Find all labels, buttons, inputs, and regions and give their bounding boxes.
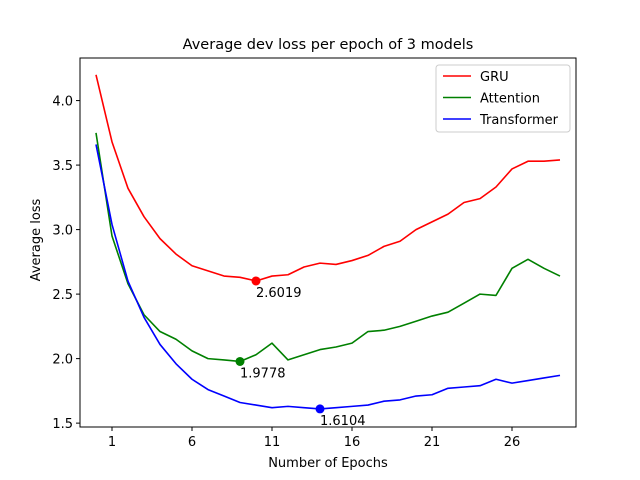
min-point-label: 2.6019 [256,286,302,301]
y-tick-label: 3.0 [52,224,73,239]
x-tick-label: 6 [188,435,196,450]
series-line-gru [95,74,561,282]
min-point-marker [315,404,325,414]
min-point-label: 1.9778 [240,366,286,381]
x-tick-label: 26 [504,435,521,450]
axes-frame [79,57,577,428]
min-point-marker [251,276,261,286]
x-tick-label: 1 [108,435,116,450]
series-line-transformer [95,144,561,410]
legend-box [435,64,571,133]
y-tick-label: 1.5 [52,417,73,432]
min-point-marker [235,356,245,366]
y-axis-label: Average loss [29,198,44,281]
x-tick-label: 16 [344,435,361,450]
y-tick-label: 4.0 [52,95,73,110]
min-point-label: 1.6104 [320,414,366,429]
series-line-attention [95,132,561,363]
legend: GRU Attention Transformer [435,64,571,133]
legend-label: GRU [480,70,509,85]
legend-label: Attention [480,92,540,107]
y-tick-label: 3.5 [52,159,73,174]
x-axis: 1 6 11 16 21 26 [108,427,520,450]
chart-title: Average dev loss per epoch of 3 models [183,37,474,53]
x-axis-label: Number of Epochs [268,456,388,471]
plot-area: 2.6019 1.9778 1.6104 [79,57,577,429]
y-axis: 1.5 2.0 2.5 3.0 3.5 4.0 [52,95,80,432]
y-tick-label: 2.0 [52,353,73,368]
x-tick-label: 21 [424,435,441,450]
y-tick-label: 2.5 [52,288,73,303]
x-tick-label: 11 [264,435,281,450]
legend-label: Transformer [479,113,559,128]
